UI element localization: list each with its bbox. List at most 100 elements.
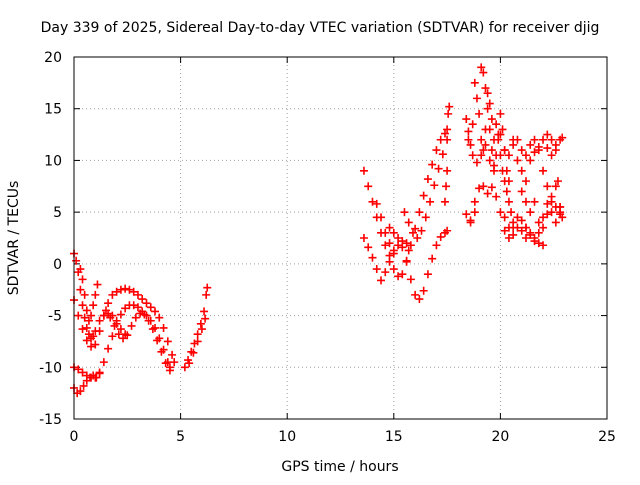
data-point bbox=[381, 268, 390, 277]
x-tick-label: 5 bbox=[176, 429, 185, 445]
data-point bbox=[364, 243, 373, 252]
data-point bbox=[496, 208, 505, 217]
data-point bbox=[443, 166, 452, 175]
data-point bbox=[436, 232, 445, 241]
data-point bbox=[165, 363, 174, 372]
data-point bbox=[539, 223, 548, 232]
y-tick-label: -5 bbox=[48, 309, 62, 325]
data-point bbox=[479, 146, 488, 155]
data-point bbox=[553, 177, 562, 186]
data-point bbox=[80, 290, 89, 299]
data-point bbox=[468, 151, 477, 160]
y-tick-label: -10 bbox=[39, 360, 62, 376]
data-point bbox=[462, 210, 471, 219]
data-point bbox=[470, 197, 479, 206]
data-point bbox=[112, 287, 121, 296]
data-point bbox=[89, 332, 98, 341]
data-point bbox=[78, 325, 87, 334]
data-point bbox=[481, 84, 490, 93]
data-point bbox=[472, 94, 481, 103]
data-point bbox=[530, 234, 539, 242]
y-axis-label: SDTVAR / TECUs bbox=[6, 181, 22, 296]
data-point bbox=[479, 182, 488, 191]
data-point bbox=[389, 228, 398, 237]
data-point bbox=[78, 301, 87, 310]
data-point bbox=[475, 109, 484, 118]
data-point bbox=[496, 109, 505, 118]
data-point bbox=[79, 381, 88, 390]
data-point bbox=[201, 314, 210, 323]
data-point bbox=[91, 340, 100, 349]
data-point bbox=[521, 177, 530, 186]
data-point bbox=[539, 135, 548, 144]
data-point bbox=[200, 307, 209, 316]
data-point bbox=[74, 365, 83, 374]
data-point bbox=[168, 350, 177, 359]
y-tick-label: 10 bbox=[44, 153, 62, 169]
data-point bbox=[551, 146, 560, 155]
data-point bbox=[104, 344, 113, 353]
data-point bbox=[434, 164, 443, 173]
data-point bbox=[477, 63, 486, 72]
data-point bbox=[404, 246, 413, 255]
x-tick-label: 0 bbox=[70, 429, 79, 445]
data-point bbox=[539, 213, 548, 222]
data-point bbox=[543, 199, 552, 208]
data-point bbox=[82, 323, 91, 332]
data-point bbox=[444, 109, 453, 118]
data-point bbox=[185, 359, 194, 368]
data-point bbox=[377, 213, 386, 222]
data-point bbox=[534, 142, 543, 151]
data-point bbox=[468, 120, 477, 129]
axis-ticks: 0 5 10 15 20 25 -15 -10 -5 0 5 10 15 20 bbox=[39, 50, 616, 445]
data-point bbox=[477, 135, 486, 144]
data-point bbox=[521, 234, 530, 242]
data-point bbox=[74, 311, 83, 320]
data-point bbox=[509, 218, 518, 227]
data-point bbox=[385, 239, 394, 248]
data-point bbox=[500, 177, 509, 186]
data-point bbox=[193, 330, 202, 339]
data-point bbox=[80, 313, 89, 322]
data-point bbox=[148, 325, 157, 334]
data-point bbox=[556, 202, 565, 211]
data-point bbox=[475, 184, 484, 193]
data-point bbox=[372, 199, 381, 208]
data-point bbox=[104, 299, 113, 308]
data-point bbox=[203, 283, 212, 292]
data-point bbox=[498, 166, 507, 175]
data-point bbox=[389, 265, 398, 274]
data-point bbox=[76, 265, 85, 274]
data-point bbox=[89, 301, 98, 310]
data-point bbox=[377, 276, 386, 285]
data-point bbox=[123, 331, 132, 340]
data-point bbox=[394, 272, 403, 281]
data-point bbox=[110, 321, 119, 330]
data-point bbox=[530, 197, 539, 206]
y-tick-label: -15 bbox=[39, 412, 62, 428]
data-point bbox=[406, 275, 415, 284]
data-point bbox=[129, 287, 138, 296]
chart-title: Day 339 of 2025, Sidereal Day-to-day VTE… bbox=[41, 20, 600, 36]
data-point bbox=[521, 197, 530, 206]
data-point bbox=[385, 223, 394, 232]
data-point bbox=[404, 218, 413, 227]
data-point bbox=[381, 241, 390, 250]
y-tick-label: 20 bbox=[44, 50, 62, 66]
data-point bbox=[196, 319, 205, 328]
data-point bbox=[483, 89, 492, 98]
data-point bbox=[140, 310, 149, 319]
data-point bbox=[99, 358, 108, 367]
data-point bbox=[534, 239, 543, 248]
data-point bbox=[521, 151, 530, 160]
data-point bbox=[125, 285, 134, 294]
data-point bbox=[483, 189, 492, 198]
data-point bbox=[504, 197, 513, 206]
data-point bbox=[133, 303, 142, 312]
data-point bbox=[413, 234, 422, 242]
data-point bbox=[464, 135, 473, 144]
data-point bbox=[133, 290, 142, 299]
data-point bbox=[500, 146, 509, 155]
data-point bbox=[119, 334, 128, 343]
data-point bbox=[485, 125, 494, 134]
